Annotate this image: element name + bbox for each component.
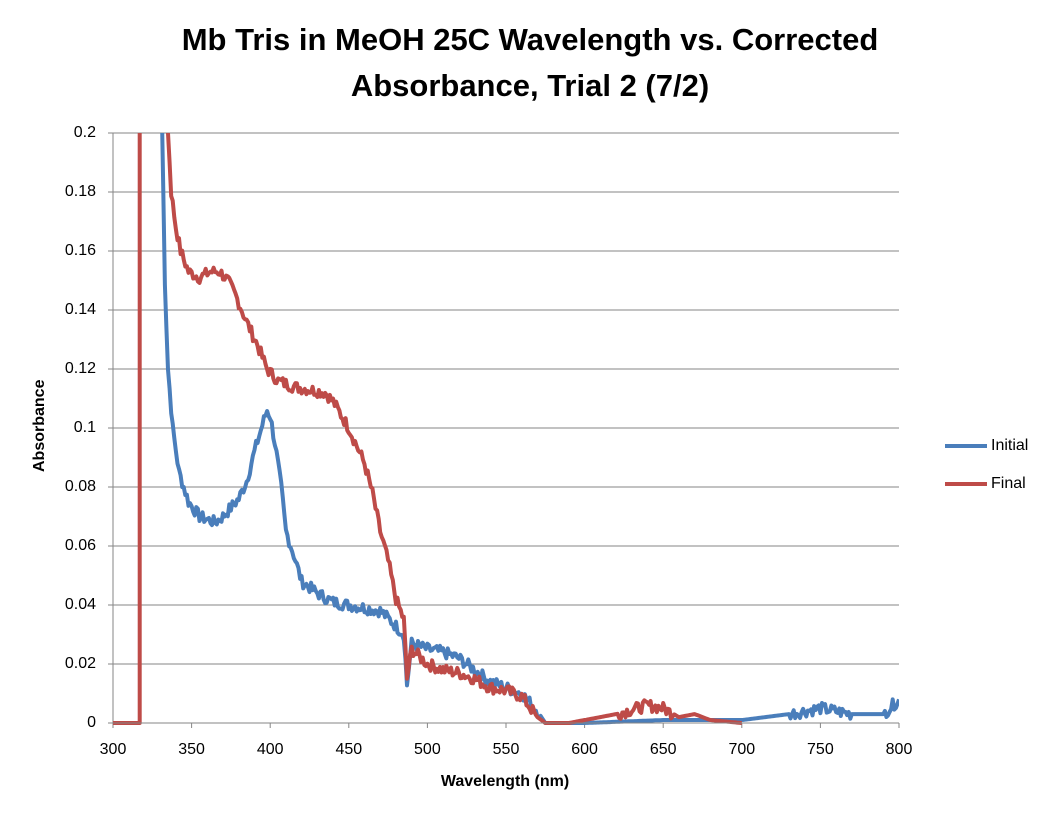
x-tick-label: 650 [649,741,677,758]
y-tick-label: 0.04 [64,596,96,613]
x-tick-label: 500 [414,741,441,758]
x-tick-label: 350 [178,741,205,758]
legend-label-final: Final [991,475,1026,492]
y-axis-label: Absorbance [31,379,48,472]
y-tick-label: 0.2 [73,124,96,141]
legend-swatch-initial [945,444,987,448]
y-tick-label: 0.06 [64,537,96,554]
legend-item-final: Final [945,475,1026,493]
x-tick-label: 550 [492,741,520,758]
y-tick-label: 0.02 [64,655,96,672]
x-tick-label: 600 [571,741,598,758]
legend-label-initial: Initial [991,437,1029,454]
x-tick-label: 800 [885,741,913,758]
legend-item-initial: Initial [945,437,1028,455]
y-tick-label: 0.16 [64,242,96,259]
series-line-initial [160,133,899,725]
chart-title-line-2: Absorbance, Trial 2 (7/2) [350,68,710,103]
x-tick-label: 700 [728,741,756,758]
y-tick-label: 0.14 [64,301,96,318]
x-tick-label: 400 [256,741,284,758]
y-tick-label: 0.1 [73,419,96,436]
y-tick-label: 0 [87,714,96,731]
x-tick-label: 300 [99,741,127,758]
y-tick-label: 0.08 [64,478,96,495]
series-line-final [113,133,743,725]
legend-swatch-final [945,482,987,486]
y-tick-label: 0.12 [64,360,96,377]
chart-title-line-1: Mb Tris in MeOH 25C Wavelength vs. Corre… [181,22,879,57]
x-tick-label: 750 [807,741,834,758]
x-axis-label: Wavelength (nm) [440,773,570,790]
x-tick-label: 450 [335,741,363,758]
y-tick-label: 0.18 [64,183,96,200]
